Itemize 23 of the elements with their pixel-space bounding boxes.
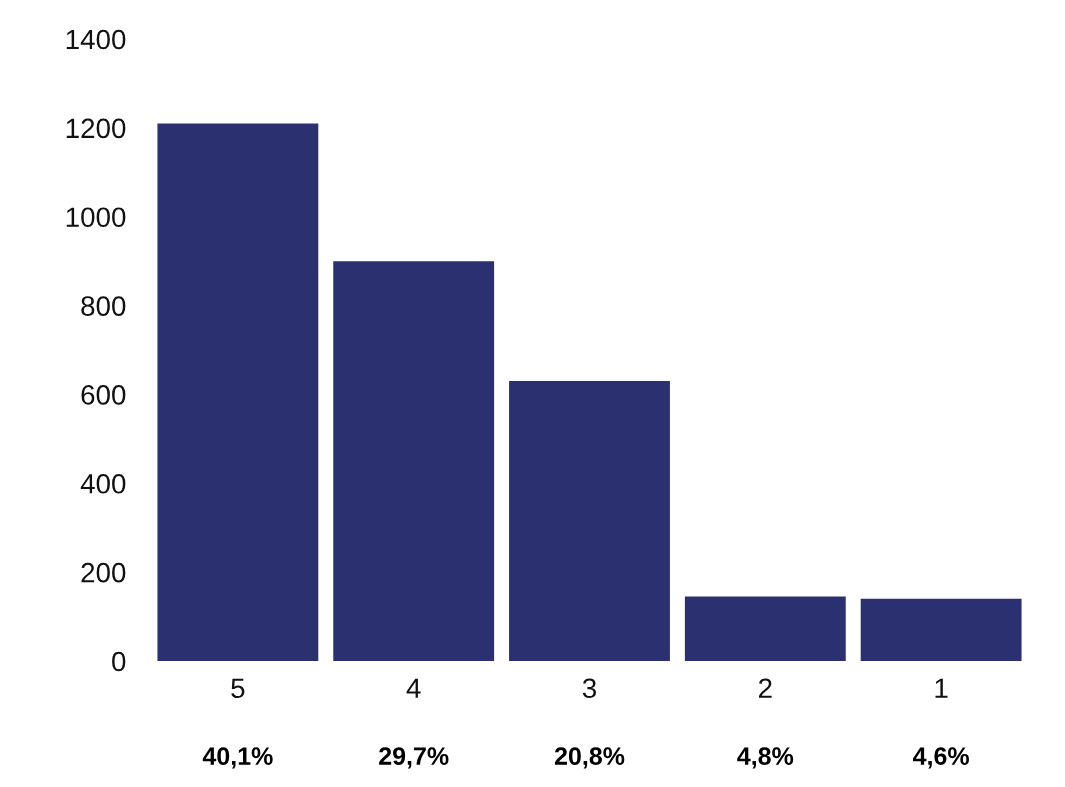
y-tick-label: 800: [81, 296, 126, 316]
y-tick-label: 200: [81, 562, 126, 583]
y-tick-label: 1400: [66, 29, 126, 50]
x-tick-label: 4: [406, 678, 421, 698]
bar: [684, 596, 846, 661]
bar: [509, 381, 670, 661]
bar: [157, 123, 319, 661]
text: 4,8%: [737, 747, 794, 769]
y-tick-label: 1200: [66, 118, 126, 139]
text: 29,7%: [379, 747, 449, 769]
bar: [333, 261, 495, 661]
y-tick-label: 1000: [66, 207, 126, 228]
y-tick-label: 400: [80, 473, 126, 494]
y-tick-label: 0: [112, 651, 126, 672]
text: 4,6%: [913, 747, 969, 769]
text: 40,1%: [202, 747, 273, 769]
y-tick-label: 600: [81, 385, 126, 405]
x-tick-label: 5: [231, 678, 245, 699]
bar: [860, 598, 1022, 661]
x-tick-label: 3: [582, 678, 596, 699]
text: 20,8%: [554, 747, 625, 769]
x-tick-label: 2: [758, 678, 772, 698]
x-tick-label: 1: [935, 678, 948, 698]
